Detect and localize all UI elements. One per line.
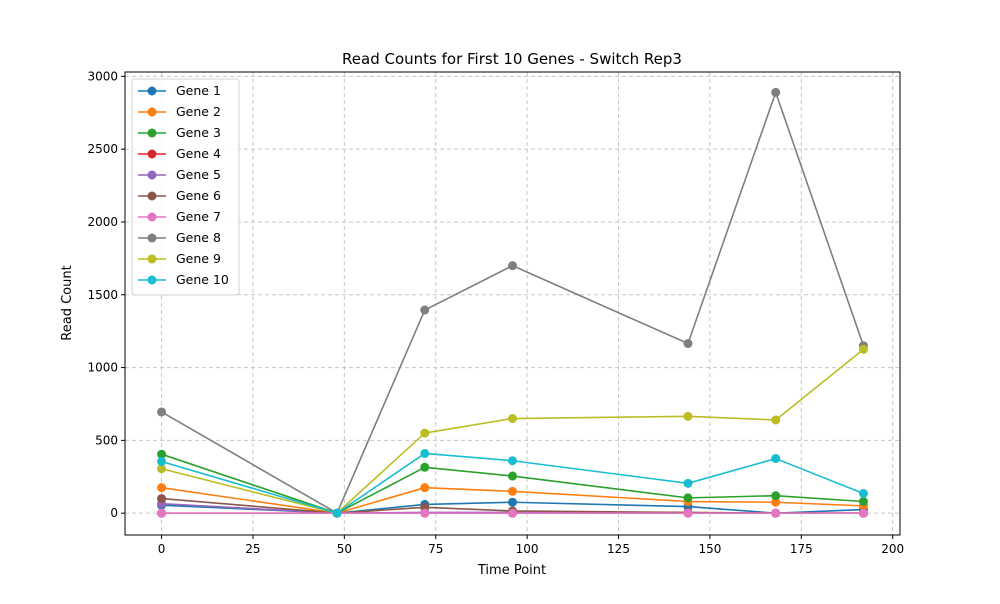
- legend-label: Gene 6: [176, 188, 221, 203]
- legend-label: Gene 10: [176, 272, 229, 287]
- legend-marker: [147, 170, 157, 180]
- grid: [125, 72, 900, 535]
- legend-label: Gene 7: [176, 209, 221, 224]
- data-point: [157, 449, 167, 459]
- data-point: [157, 456, 167, 466]
- data-point: [683, 339, 693, 349]
- data-point: [508, 497, 517, 507]
- legend-marker: [147, 107, 157, 117]
- data-point: [858, 497, 868, 507]
- data-point: [420, 483, 430, 493]
- legend-marker: [147, 275, 157, 285]
- data-point: [683, 493, 693, 503]
- legend-marker: [147, 86, 157, 96]
- data-point: [508, 508, 517, 518]
- legend-marker: [147, 212, 157, 222]
- x-tick-label: 50: [337, 542, 352, 556]
- data-point: [771, 415, 781, 425]
- data-point: [332, 508, 342, 518]
- data-point: [508, 456, 517, 466]
- data-point: [420, 462, 430, 472]
- legend-label: Gene 5: [176, 167, 221, 182]
- chart-title: Read Counts for First 10 Genes - Switch …: [342, 50, 682, 68]
- x-axis-label: Time Point: [477, 563, 546, 578]
- data-point: [157, 407, 167, 417]
- x-tick-label: 175: [790, 542, 813, 556]
- legend-item: Gene 5: [138, 167, 221, 182]
- x-tick-label: 125: [607, 542, 630, 556]
- y-tick-label: 1000: [87, 361, 118, 375]
- data-point: [508, 471, 517, 481]
- data-point: [771, 497, 781, 507]
- data-point: [420, 305, 430, 315]
- x-tick-label: 75: [428, 542, 443, 556]
- legend-label: Gene 9: [176, 251, 221, 266]
- legend-marker: [147, 233, 157, 243]
- legend: Gene 1 Gene 2 Gene 3 Gene 4 Gene 5 Gene 6 Gene…: [131, 78, 240, 296]
- y-tick-label: 1500: [87, 288, 118, 302]
- series-line: [161, 91, 865, 514]
- y-tick-label: 2000: [87, 215, 118, 229]
- x-tick-label: 150: [698, 542, 721, 556]
- legend-item: Gene 7: [138, 209, 221, 224]
- x-tick-label: 100: [516, 542, 539, 556]
- legend-item: Gene 10: [138, 272, 229, 287]
- data-point: [508, 414, 517, 424]
- data-point: [771, 454, 781, 464]
- data-point: [508, 261, 517, 271]
- legend-marker: [147, 149, 157, 159]
- data-point: [771, 87, 781, 97]
- data-point: [157, 508, 167, 518]
- legend-label: Gene 8: [176, 230, 221, 245]
- legend-label: Gene 1: [176, 83, 221, 98]
- series-layer: [157, 87, 868, 518]
- x-tick-label: 200: [881, 542, 904, 556]
- legend-marker: [147, 191, 157, 201]
- data-point: [508, 486, 517, 496]
- data-point: [683, 478, 693, 488]
- legend-marker: [147, 254, 157, 264]
- plot-area-frame: [124, 71, 901, 536]
- legend-item: Gene 6: [138, 188, 221, 203]
- legend-item: Gene 3: [138, 125, 221, 140]
- data-point: [858, 489, 868, 499]
- series-gene-8: [157, 87, 868, 518]
- data-point: [683, 508, 693, 518]
- series-gene-10: [157, 448, 868, 518]
- legend-label: Gene 4: [176, 146, 221, 161]
- data-point: [858, 508, 868, 518]
- legend-item: Gene 1: [138, 83, 221, 98]
- legend-item: Gene 9: [138, 251, 221, 266]
- data-point: [420, 508, 430, 518]
- axis-ticks: 0 25 50 75 100 125 150 175 200050010001500200025…: [87, 69, 904, 556]
- legend-item: Gene 8: [138, 230, 221, 245]
- data-point: [771, 491, 781, 501]
- data-point: [420, 448, 430, 458]
- data-point: [858, 344, 868, 354]
- data-point: [771, 508, 781, 518]
- x-tick-label: 25: [245, 542, 260, 556]
- data-point: [683, 411, 693, 421]
- legend-label: Gene 3: [176, 125, 221, 140]
- y-tick-label: 3000: [87, 69, 118, 83]
- legend-item: Gene 4: [138, 146, 221, 161]
- legend-label: Gene 2: [176, 104, 221, 119]
- legend-marker: [147, 128, 157, 138]
- y-tick-label: 500: [95, 433, 118, 447]
- data-point: [157, 483, 167, 493]
- y-tick-label: 0: [110, 506, 118, 520]
- data-point: [420, 428, 430, 438]
- x-tick-label: 0: [158, 542, 166, 556]
- legend-item: Gene 2: [138, 104, 221, 119]
- y-tick-label: 2500: [87, 142, 118, 156]
- data-point: [157, 464, 167, 474]
- data-point: [157, 494, 167, 504]
- y-axis-label: Read Count: [60, 265, 75, 340]
